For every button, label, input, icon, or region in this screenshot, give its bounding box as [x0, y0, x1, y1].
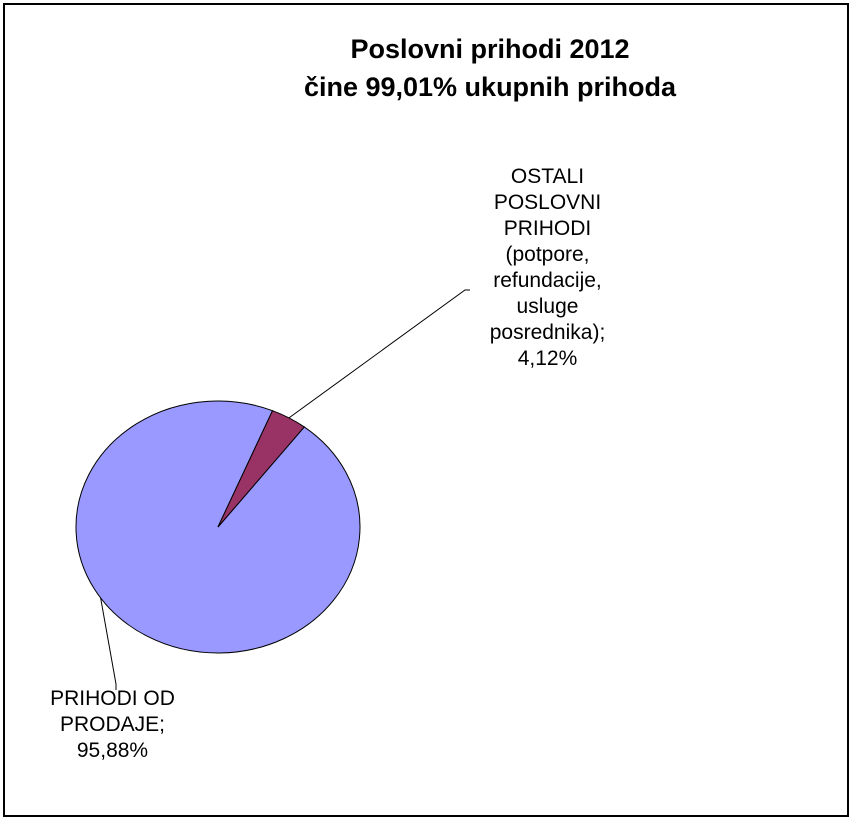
- leader-line-other-operating-income: [288, 289, 470, 419]
- data-label-line: PRIHODI: [503, 217, 592, 240]
- leader-line-sales-income: [100, 597, 117, 690]
- chart-title: Poslovni prihodi 2012 čine 99,01% ukupni…: [230, 30, 750, 106]
- data-label-line: 95,88%: [76, 739, 149, 762]
- data-label-line: PRIHODI OD: [50, 687, 175, 710]
- data-label-line: PRODAJE;: [59, 713, 166, 736]
- data-label-line: 4,12%: [517, 347, 578, 370]
- chart-title-line-2: čine 99,01% ukupnih prihoda: [303, 72, 677, 102]
- data-label-line: POSLOVNI: [493, 191, 602, 214]
- data-label-line: posrednika);: [489, 321, 606, 344]
- data-label-line: usluge: [516, 295, 579, 318]
- data-label-sales-income: PRIHODI OD PRODAJE; 95,88%: [10, 686, 215, 764]
- data-label-line: (potpore,: [505, 243, 590, 266]
- data-label-line: refundacije,: [493, 269, 602, 292]
- data-label-other-operating-income: OSTALI POSLOVNI PRIHODI (potpore, refund…: [430, 164, 665, 372]
- data-label-line: OSTALI: [510, 165, 585, 188]
- chart-frame: [3, 3, 849, 817]
- chart-title-line-1: Poslovni prihodi 2012: [350, 34, 630, 64]
